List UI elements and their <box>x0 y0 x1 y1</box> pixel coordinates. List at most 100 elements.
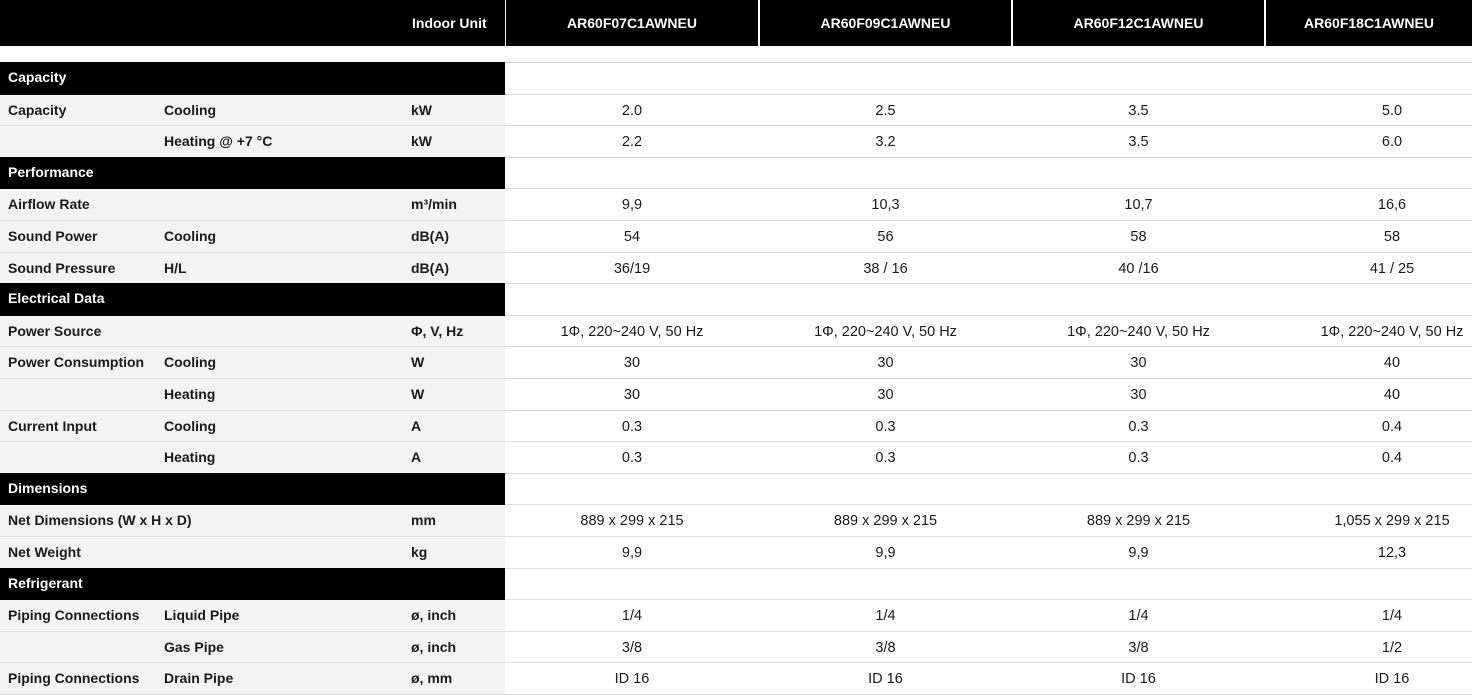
sub-parameter-label: Cooling <box>164 101 217 118</box>
label-background <box>0 663 505 694</box>
value-cell: 58 <box>1383 228 1401 245</box>
model-header: AR60F12C1AWNEU <box>1013 0 1264 46</box>
parameter-label: Current Input <box>8 417 97 434</box>
divider <box>505 62 1472 63</box>
value-cell: 1/4 <box>621 608 643 625</box>
value-cell: 0.3 <box>875 418 896 435</box>
value-cell: 2.2 <box>621 134 643 151</box>
parameter-label: Power Source <box>8 322 102 339</box>
parameter-label: Airflow Rate <box>8 196 90 213</box>
value-cell: 56 <box>877 228 894 245</box>
value-cell: 1/2 <box>1381 639 1403 656</box>
value-cell: 30 <box>877 386 894 403</box>
parameter-label: Piping Connections <box>8 670 140 687</box>
label-background <box>0 189 505 220</box>
table-row: Gas Pipe ø, inch 3/8 3/8 3/8 1/2 <box>0 631 1472 664</box>
section-title: Dimensions <box>0 472 505 506</box>
value-cell: 1/4 <box>1128 608 1149 625</box>
value-cell: 3.5 <box>1128 134 1149 151</box>
unit-label: kW <box>411 133 432 150</box>
parameter-label: Power Consumption <box>8 354 145 371</box>
value-cell: 0.4 <box>1381 418 1403 435</box>
table-row: Net Dimensions (W x H x D) mm 889 x 299 x … <box>0 505 1472 537</box>
value-cell: ID 16 <box>868 671 903 688</box>
table-row: Net Weight kg 9,9 9,9 9,9 12,3 <box>0 536 1472 569</box>
value-cell: 3/8 <box>1128 639 1149 656</box>
label-background <box>0 347 505 378</box>
value-cell: 1Φ, 220~240 V, 50 Hz <box>814 323 957 340</box>
unit-label: dB(A) <box>411 227 450 244</box>
value-cell: 30 <box>623 355 641 372</box>
table-body: Capacity Capacity Cooling kW 2.0 2.5 3.5 5.0 Hea… <box>0 62 1472 695</box>
unit-label: A <box>411 449 422 466</box>
parameter-label: Net Dimensions (W x H x D) <box>8 512 192 529</box>
value-cell: 16,6 <box>1377 197 1407 214</box>
parameter-label: Piping Connections <box>8 607 140 624</box>
sub-parameter-label: Cooling <box>164 354 217 371</box>
value-cell: 1,055 x 299 x 215 <box>1334 513 1450 530</box>
table-row: Sound Power Cooling dB(A) 54 56 58 58 <box>0 220 1472 253</box>
value-cell: 58 <box>1130 228 1147 245</box>
label-background <box>0 442 505 473</box>
section-title: Capacity <box>0 62 505 95</box>
value-cell: 1/4 <box>1381 608 1403 625</box>
sub-parameter-label: Cooling <box>164 227 217 244</box>
unit-label: W <box>411 385 425 402</box>
value-cell: 1Φ, 220~240 V, 50 Hz <box>1320 323 1464 340</box>
value-cell: 30 <box>1130 386 1147 403</box>
section-row: Performance <box>0 156 1472 190</box>
table-row: Capacity Cooling kW 2.0 2.5 3.5 5.0 <box>0 94 1472 127</box>
table-row: Sound Pressure H/L dB(A) 36/19 38 / 16 40 /16… <box>0 252 1472 285</box>
table-row: Power Consumption Cooling W 30 30 30 40 <box>0 347 1472 379</box>
parameter-label: Sound Pressure <box>8 259 116 276</box>
table-row: Heating @ +7 °C kW 2.2 3.2 3.5 6.0 <box>0 126 1472 158</box>
table-row: Piping Connections Liquid Pipe ø, inch 1/4 1… <box>0 600 1472 632</box>
label-background <box>0 631 505 663</box>
section-row: Refrigerant <box>0 567 1472 601</box>
value-cell: 3/8 <box>621 639 643 656</box>
value-cell: 889 x 299 x 215 <box>580 513 684 530</box>
section-title: Electrical Data <box>0 283 505 316</box>
label-background <box>0 126 505 157</box>
value-cell: 12,3 <box>1377 544 1407 561</box>
section-title: Performance <box>0 156 505 190</box>
sub-parameter-label: H/L <box>164 259 187 276</box>
unit-label: ø, inch <box>411 638 457 655</box>
value-cell: 10,3 <box>871 197 900 214</box>
value-cell: 1Φ, 220~240 V, 50 Hz <box>560 323 704 340</box>
label-background <box>0 220 505 252</box>
value-cell: 9,9 <box>1128 544 1149 561</box>
label-background <box>0 94 505 126</box>
value-cell: 30 <box>1130 355 1147 372</box>
label-background <box>0 252 505 284</box>
model-header: AR60F07C1AWNEU <box>506 0 758 46</box>
value-cell: 54 <box>623 228 641 245</box>
sub-parameter-label: Gas Pipe <box>164 638 224 655</box>
value-cell: 30 <box>877 355 894 372</box>
unit-label: ø, mm <box>411 670 453 687</box>
unit-label: ø, inch <box>411 607 457 624</box>
value-cell: 41 / 25 <box>1369 260 1415 277</box>
value-cell: 889 x 299 x 215 <box>833 513 938 530</box>
section-row: Capacity <box>0 62 1472 95</box>
value-cell: 1/4 <box>875 608 896 625</box>
parameter-label: Sound Power <box>8 227 98 244</box>
label-background <box>0 536 505 568</box>
value-cell: 2.0 <box>621 102 643 119</box>
unit-label: A <box>411 417 422 434</box>
model-header: AR60F18C1AWNEU <box>1266 0 1472 46</box>
value-cell: 3.5 <box>1128 102 1149 119</box>
table-row: Heating A 0.3 0.3 0.3 0.4 <box>0 442 1472 474</box>
unit-label: kW <box>411 101 432 118</box>
value-cell: 3/8 <box>875 639 896 656</box>
value-cell: 30 <box>623 386 641 403</box>
value-cell: 1Φ, 220~240 V, 50 Hz <box>1067 323 1210 340</box>
value-cell: ID 16 <box>1374 671 1410 688</box>
parameter-label: Capacity <box>8 101 67 118</box>
label-background <box>0 505 505 536</box>
value-cell: 889 x 299 x 215 <box>1086 513 1191 530</box>
table-header: Indoor Unit AR60F07C1AWNEU AR60F09C1AWNE… <box>0 0 1472 46</box>
unit-label: W <box>411 354 425 371</box>
sub-parameter-label: Heating <box>164 385 216 402</box>
